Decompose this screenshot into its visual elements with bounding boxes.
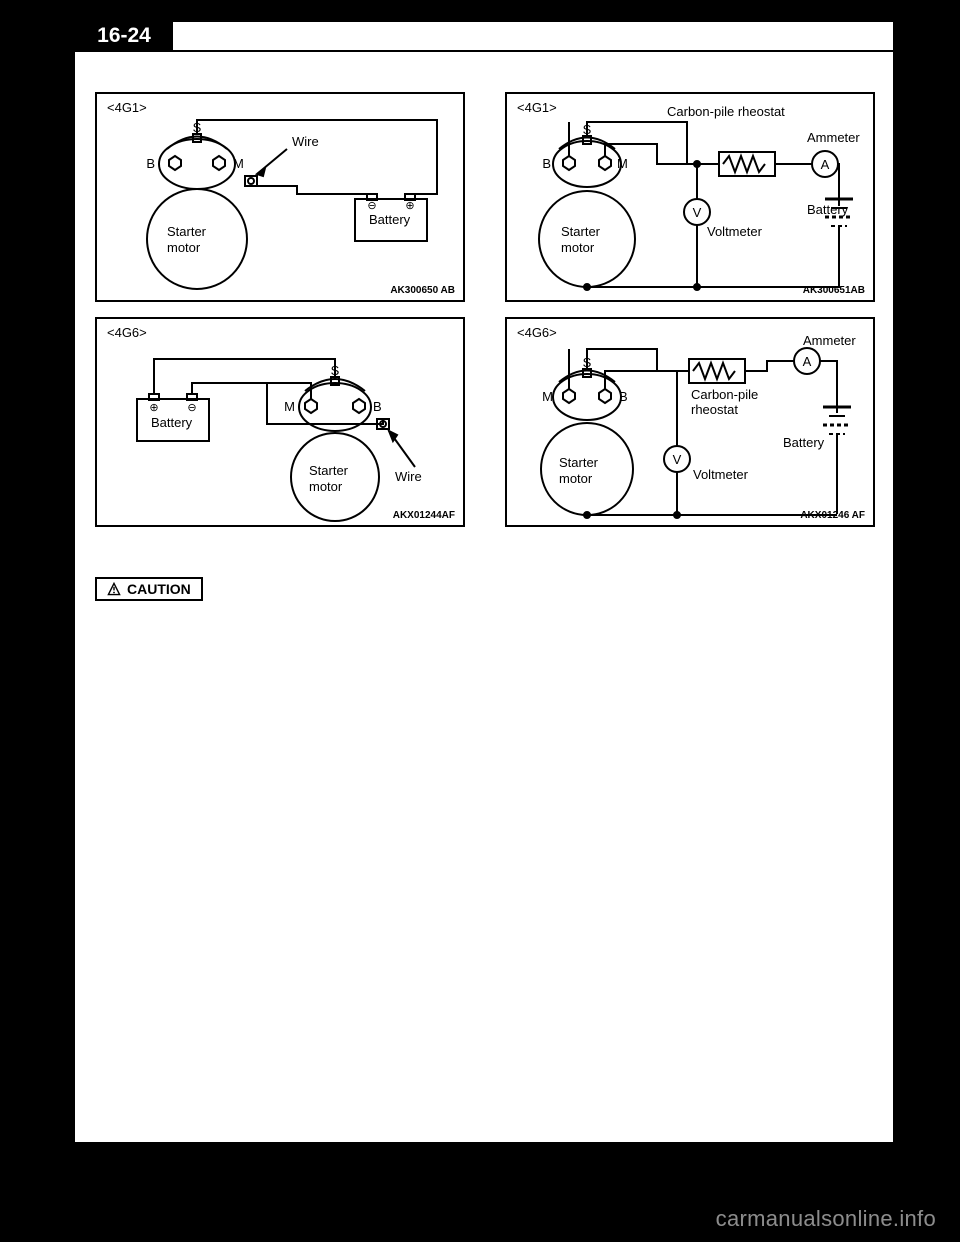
variant-label: <4G1>: [517, 100, 557, 115]
diagram-code: AKX01246 AF: [800, 510, 865, 521]
svg-text:Carbon-pile rheostat: Carbon-pile rheostat: [667, 104, 785, 119]
variant-label: <4G6>: [517, 325, 557, 340]
svg-text:Starter: Starter: [559, 455, 599, 470]
diagram-4g6-freerun: <4G6>: [505, 317, 875, 527]
variant-label: <4G1>: [107, 100, 147, 115]
svg-text:Wire: Wire: [395, 469, 422, 484]
svg-text:M: M: [284, 399, 295, 414]
svg-text:A: A: [821, 157, 830, 172]
diagrams-grid: <4G1>: [95, 92, 873, 527]
svg-text:motor: motor: [561, 240, 595, 255]
header-rule: [75, 50, 893, 52]
watermark: carmanualsonline.info: [716, 1206, 936, 1232]
svg-text:⊕: ⊕: [149, 402, 158, 414]
svg-text:Carbon-pile: Carbon-pile: [691, 387, 758, 402]
svg-text:motor: motor: [167, 240, 201, 255]
svg-text:S: S: [583, 355, 592, 370]
warning-icon: [107, 582, 121, 596]
svg-text:V: V: [673, 452, 682, 467]
svg-text:Battery: Battery: [783, 435, 825, 450]
diagram-4g1-pullin: <4G1>: [95, 92, 465, 302]
svg-text:Wire: Wire: [292, 134, 319, 149]
svg-text:rheostat: rheostat: [691, 402, 738, 417]
diagram-svg: ⊕ ⊖ Battery S M B Starter motor Wire: [97, 319, 467, 529]
svg-text:Voltmeter: Voltmeter: [707, 224, 763, 239]
diagram-svg: S M B Carbon-pile rheostat Ammeter A V V…: [507, 319, 877, 529]
svg-text:Starter: Starter: [561, 224, 601, 239]
svg-text:B: B: [373, 399, 382, 414]
svg-text:Ammeter: Ammeter: [803, 333, 856, 348]
caution-label: CAUTION: [127, 581, 191, 597]
svg-text:Battery: Battery: [369, 212, 411, 227]
svg-text:B: B: [146, 156, 155, 171]
svg-text:M: M: [617, 156, 628, 171]
diagram-svg: S B M Wire Starter motor Battery ⊖ ⊕: [97, 94, 467, 304]
diagram-code: AK300651AB: [803, 285, 865, 296]
page-number: 16-24: [75, 22, 173, 50]
diagram-4g6-pullin: <4G6>: [95, 317, 465, 527]
svg-text:Ammeter: Ammeter: [807, 130, 860, 145]
variant-label: <4G6>: [107, 325, 147, 340]
svg-text:Starter: Starter: [309, 463, 349, 478]
svg-text:A: A: [803, 354, 812, 369]
svg-text:M: M: [233, 156, 244, 171]
caution-box: CAUTION: [95, 577, 203, 601]
manual-page: 16-24 <4G1>: [75, 22, 893, 1142]
svg-text:M: M: [542, 389, 553, 404]
svg-text:V: V: [693, 205, 702, 220]
diagram-svg: S B M Carbon-pile rheostat Ammeter A V V…: [507, 94, 877, 304]
diagram-code: AKX01244AF: [393, 510, 455, 521]
svg-text:⊖: ⊖: [187, 402, 196, 414]
svg-text:Battery: Battery: [151, 415, 193, 430]
svg-text:Starter: Starter: [167, 224, 207, 239]
svg-text:motor: motor: [309, 479, 343, 494]
diagram-4g1-freerun: <4G1>: [505, 92, 875, 302]
svg-text:motor: motor: [559, 471, 593, 486]
svg-text:S: S: [193, 120, 202, 135]
svg-text:B: B: [619, 389, 628, 404]
svg-text:Battery: Battery: [807, 202, 849, 217]
diagram-code: AK300650 AB: [390, 285, 455, 296]
svg-text:Voltmeter: Voltmeter: [693, 467, 749, 482]
svg-text:B: B: [542, 156, 551, 171]
svg-text:⊕: ⊕: [405, 200, 414, 212]
svg-text:S: S: [583, 122, 592, 137]
svg-text:S: S: [331, 363, 340, 378]
svg-text:⊖: ⊖: [367, 200, 376, 212]
